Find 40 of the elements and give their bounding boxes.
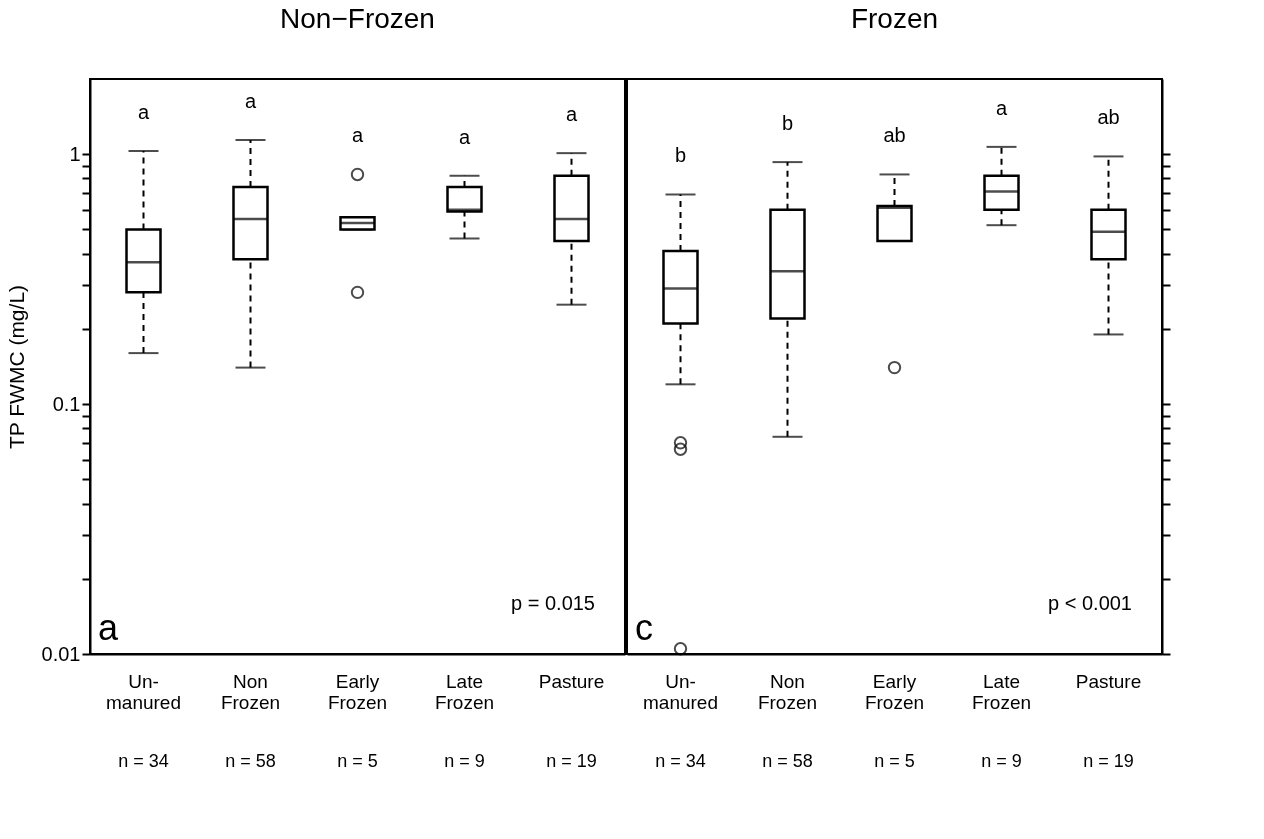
annotation: p < 0.001	[1048, 592, 1132, 614]
annotation: a	[137, 101, 150, 124]
x-tick-label: Pasture	[1075, 670, 1142, 692]
annotation: b	[781, 112, 794, 135]
x-tick-label: Non Frozen	[757, 670, 818, 713]
text: n = 19	[546, 751, 597, 771]
annotation: a	[351, 124, 364, 147]
x-tick-label: Late Frozen	[434, 670, 495, 713]
text: n = 34	[655, 751, 706, 771]
text: n = 5	[337, 751, 378, 771]
chart-title: Frozen	[850, 3, 939, 34]
chart-title: Non−Frozen	[280, 3, 435, 34]
annotation: ab	[1097, 106, 1120, 129]
y-axis-title: TP FWMC (mg/L)	[4, 284, 28, 450]
annotation: a	[458, 125, 471, 148]
x-tick-label: Late Frozen	[971, 670, 1032, 713]
annotation: c	[635, 607, 653, 648]
x-tick-label: Un-manured	[643, 670, 718, 713]
x-tick-label: Non Frozen	[220, 670, 281, 713]
y-tick-label: 0.1	[52, 392, 81, 415]
annotation: a	[565, 103, 578, 126]
x-tick-label: Pasture	[538, 670, 605, 692]
annotation: b	[674, 144, 687, 167]
text: n = 5	[874, 751, 915, 771]
annotation: ab	[883, 124, 906, 147]
text: n = 58	[762, 751, 813, 771]
annotation: p = 0.015	[511, 592, 595, 614]
text: n = 9	[444, 751, 485, 771]
text: n = 34	[118, 751, 169, 771]
x-tick-label: Un-manured	[106, 670, 181, 713]
y-tick-label: 1	[69, 142, 81, 165]
annotation: a	[98, 607, 119, 648]
x-tick-label: Early Frozen	[327, 670, 388, 713]
annotation: a	[244, 90, 257, 112]
text: n = 9	[981, 751, 1022, 771]
y-tick-label: 0.01	[41, 642, 81, 665]
text: n = 58	[225, 751, 276, 771]
x-tick-label: Early Frozen	[864, 670, 925, 713]
annotation: a	[995, 96, 1008, 119]
text: n = 19	[1083, 751, 1134, 771]
